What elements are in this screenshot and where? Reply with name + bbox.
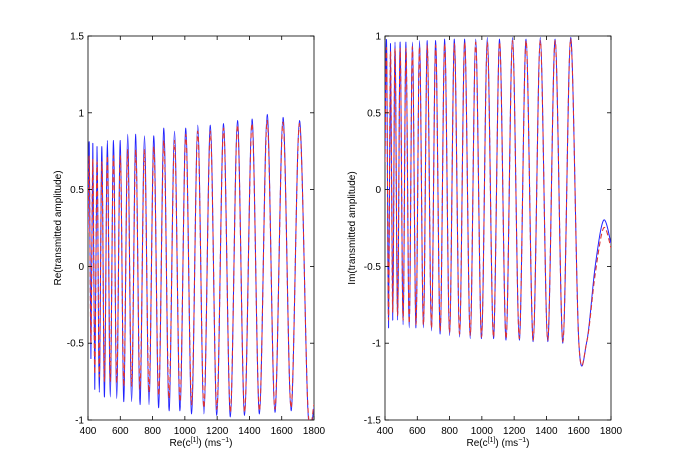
right-chart-x-tick-label: 1000 <box>471 426 494 437</box>
right-chart-x-tick-label: 400 <box>377 426 394 437</box>
left-chart-y-tick-label: 0.5 <box>70 185 84 196</box>
right-chart-y-axis-label: Im(transmitted amplitude) <box>347 171 358 284</box>
left-chart-y-tick-label: 1 <box>78 108 84 119</box>
right-chart-y-ticks: -1.5 -1 -0.5 0 0.5 1 <box>364 32 611 427</box>
left-chart-axes-box <box>87 35 315 421</box>
right-chart-x-axis-label: Re(c[1]) (ms−1) <box>466 437 529 449</box>
left-chart-x-tick-label: 600 <box>112 426 129 437</box>
right-chart-y-tick-label: 0 <box>375 185 381 196</box>
left-chart-x-tick-label: 400 <box>80 426 97 437</box>
right-chart-x-tick-label: 600 <box>409 426 426 437</box>
left-chart-series <box>88 113 314 420</box>
right-chart: 400 600 800 1000 1200 1400 1600 1800 -1.5 -1 -0.5… <box>347 32 623 450</box>
left-chart-x-tick-label: 800 <box>144 426 161 437</box>
right-chart-y-tick-label: -1 <box>372 339 381 350</box>
left-chart-y-ticks: -1 -0.5 0 0.5 1 1.5 <box>67 32 314 427</box>
left-chart-x-tick-label: 1000 <box>174 426 197 437</box>
left-chart-x-tick-label: 1600 <box>271 426 294 437</box>
left-chart-x-tick-label: 1800 <box>303 426 326 437</box>
right-chart-x-tick-label: 1200 <box>503 426 526 437</box>
left-chart: 400 600 800 1000 1200 1400 1600 1800 -1 -0.5 0 0.5… <box>53 32 326 450</box>
left-chart-y-axis-label: Re(transmitted amplitude) <box>53 170 64 285</box>
right-chart-x-tick-label: 1800 <box>600 426 623 437</box>
right-chart-x-tick-label: 1400 <box>535 426 558 437</box>
right-chart-x-ticks: 400 600 800 1000 1200 1400 1600 1800 <box>377 36 623 437</box>
left-chart-y-tick-label: 0 <box>78 262 84 273</box>
right-chart-y-tick-label: -1.5 <box>364 416 382 427</box>
right-chart-series <box>385 37 611 367</box>
left-chart-x-ticks: 400 600 800 1000 1200 1400 1600 1800 <box>80 36 326 437</box>
left-chart-y-tick-label: -1 <box>75 416 84 427</box>
right-chart-y-tick-label: -0.5 <box>364 262 382 273</box>
left-chart-series-line-1 <box>88 119 314 420</box>
left-chart-y-tick-label: 1.5 <box>70 32 84 43</box>
left-chart-y-tick-label: -0.5 <box>67 339 85 350</box>
left-chart-x-axis-label: Re(c[1]) (ms−1) <box>169 437 232 449</box>
right-chart-x-tick-label: 1600 <box>568 426 591 437</box>
left-chart-series-line-0 <box>88 113 314 420</box>
right-chart-series-line-1 <box>385 38 611 367</box>
right-chart-y-tick-label: 1 <box>375 32 381 43</box>
left-chart-x-tick-label: 1200 <box>206 426 229 437</box>
right-chart-y-tick-label: 0.5 <box>367 108 381 119</box>
left-chart-x-tick-label: 1400 <box>238 426 261 437</box>
right-chart-x-tick-label: 800 <box>441 426 458 437</box>
